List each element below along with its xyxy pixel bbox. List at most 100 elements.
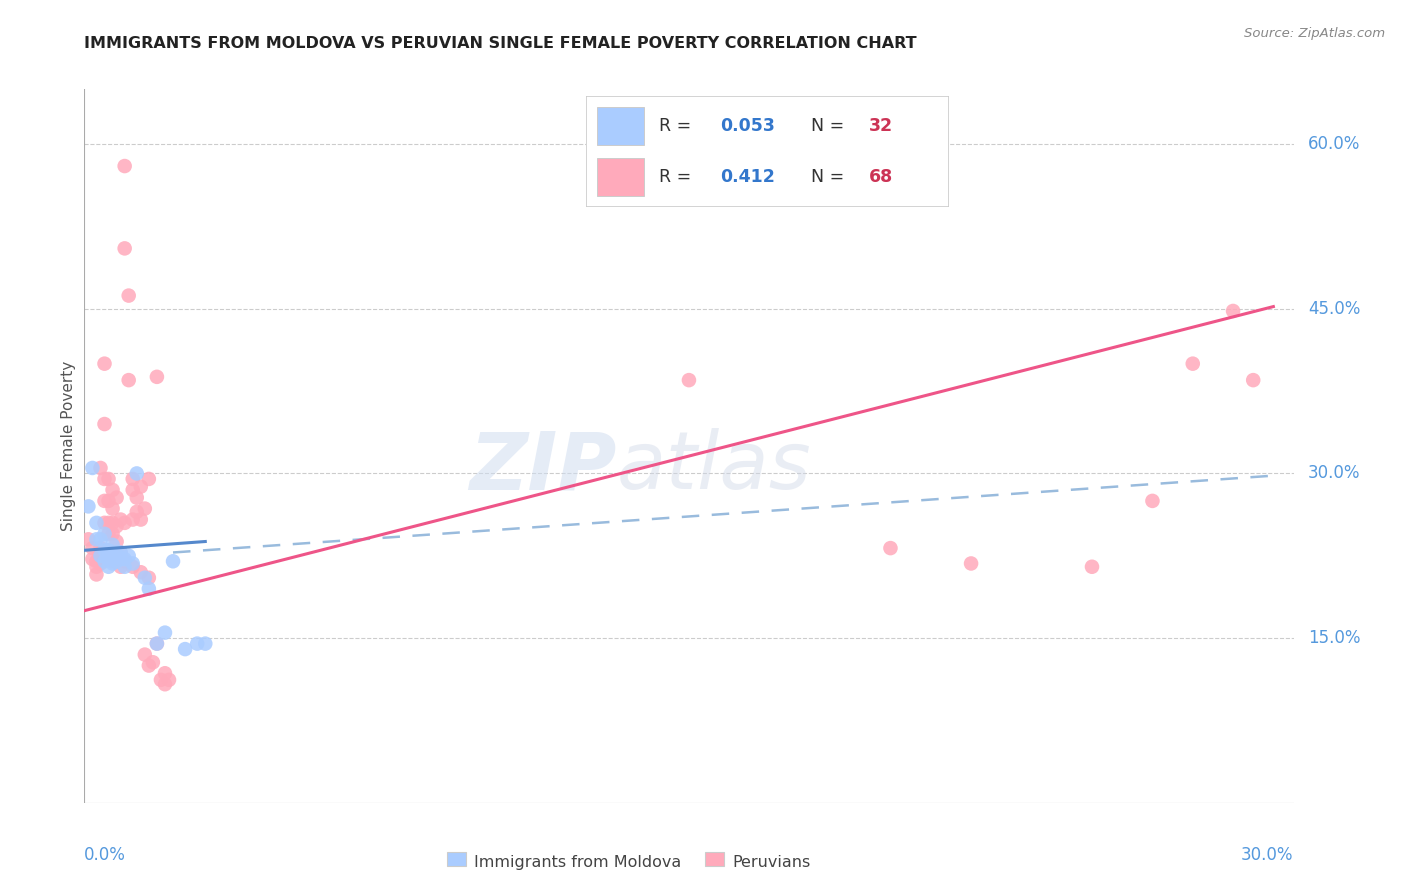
- Point: [89, 461, 111, 475]
- Point: [97, 552, 120, 566]
- Point: [129, 512, 152, 526]
- Point: [129, 480, 152, 494]
- Point: [1222, 304, 1244, 318]
- Point: [121, 557, 143, 571]
- Point: [194, 637, 217, 651]
- Point: [125, 467, 148, 481]
- Point: [89, 549, 111, 563]
- Point: [93, 554, 115, 568]
- Point: [146, 369, 169, 384]
- Text: atlas: atlas: [616, 428, 811, 507]
- Point: [149, 673, 172, 687]
- Point: [97, 472, 120, 486]
- Text: 30.0%: 30.0%: [1308, 465, 1361, 483]
- Point: [93, 494, 115, 508]
- Point: [134, 501, 156, 516]
- Point: [960, 557, 983, 571]
- Point: [93, 526, 115, 541]
- Point: [114, 554, 136, 568]
- Point: [97, 543, 120, 558]
- Point: [105, 519, 128, 533]
- Text: 15.0%: 15.0%: [1308, 629, 1361, 647]
- Point: [118, 373, 141, 387]
- Text: ZIP: ZIP: [470, 428, 616, 507]
- Point: [125, 491, 148, 505]
- Point: [110, 552, 132, 566]
- Point: [114, 559, 136, 574]
- Text: 60.0%: 60.0%: [1308, 135, 1361, 153]
- Point: [110, 512, 132, 526]
- Point: [121, 472, 143, 486]
- Point: [93, 472, 115, 486]
- Point: [97, 559, 120, 574]
- Point: [1081, 559, 1104, 574]
- Point: [97, 516, 120, 530]
- Y-axis label: Single Female Poverty: Single Female Poverty: [60, 361, 76, 531]
- Point: [101, 545, 124, 559]
- Point: [105, 491, 128, 505]
- Point: [157, 673, 180, 687]
- Point: [105, 534, 128, 549]
- Point: [101, 549, 124, 563]
- Point: [153, 625, 176, 640]
- Point: [138, 571, 160, 585]
- Point: [678, 373, 700, 387]
- Point: [86, 516, 108, 530]
- Point: [77, 533, 100, 547]
- Point: [114, 516, 136, 530]
- Point: [93, 516, 115, 530]
- Point: [101, 538, 124, 552]
- Point: [101, 554, 124, 568]
- Point: [146, 637, 169, 651]
- Point: [134, 648, 156, 662]
- Point: [110, 559, 132, 574]
- Point: [101, 516, 124, 530]
- Point: [146, 637, 169, 651]
- Text: 30.0%: 30.0%: [1241, 846, 1294, 863]
- Point: [101, 501, 124, 516]
- Point: [86, 567, 108, 582]
- Point: [125, 505, 148, 519]
- Point: [93, 417, 115, 431]
- Point: [89, 549, 111, 563]
- Point: [138, 582, 160, 596]
- Point: [93, 357, 115, 371]
- Point: [142, 655, 165, 669]
- Point: [174, 642, 197, 657]
- Point: [121, 483, 143, 497]
- Point: [129, 566, 152, 580]
- Point: [1241, 373, 1264, 387]
- Point: [86, 554, 108, 568]
- Point: [89, 541, 111, 555]
- Point: [86, 559, 108, 574]
- Point: [879, 541, 901, 555]
- Point: [82, 541, 104, 555]
- Point: [118, 549, 141, 563]
- Text: 0.0%: 0.0%: [84, 846, 127, 863]
- Point: [121, 512, 143, 526]
- Point: [82, 552, 104, 566]
- Point: [114, 241, 136, 255]
- Point: [82, 461, 104, 475]
- Point: [121, 559, 143, 574]
- Point: [86, 533, 108, 547]
- Point: [138, 658, 160, 673]
- Point: [1181, 357, 1204, 371]
- Point: [134, 571, 156, 585]
- Point: [89, 533, 111, 547]
- Point: [97, 494, 120, 508]
- Point: [1142, 494, 1164, 508]
- Point: [97, 543, 120, 558]
- Point: [105, 545, 128, 559]
- Point: [118, 288, 141, 302]
- Point: [138, 472, 160, 486]
- Point: [89, 557, 111, 571]
- Point: [186, 637, 208, 651]
- Point: [153, 677, 176, 691]
- Point: [101, 526, 124, 541]
- Text: 45.0%: 45.0%: [1308, 300, 1361, 318]
- Text: Source: ZipAtlas.com: Source: ZipAtlas.com: [1244, 27, 1385, 40]
- Point: [105, 554, 128, 568]
- Point: [114, 159, 136, 173]
- Text: IMMIGRANTS FROM MOLDOVA VS PERUVIAN SINGLE FEMALE POVERTY CORRELATION CHART: IMMIGRANTS FROM MOLDOVA VS PERUVIAN SING…: [84, 36, 917, 51]
